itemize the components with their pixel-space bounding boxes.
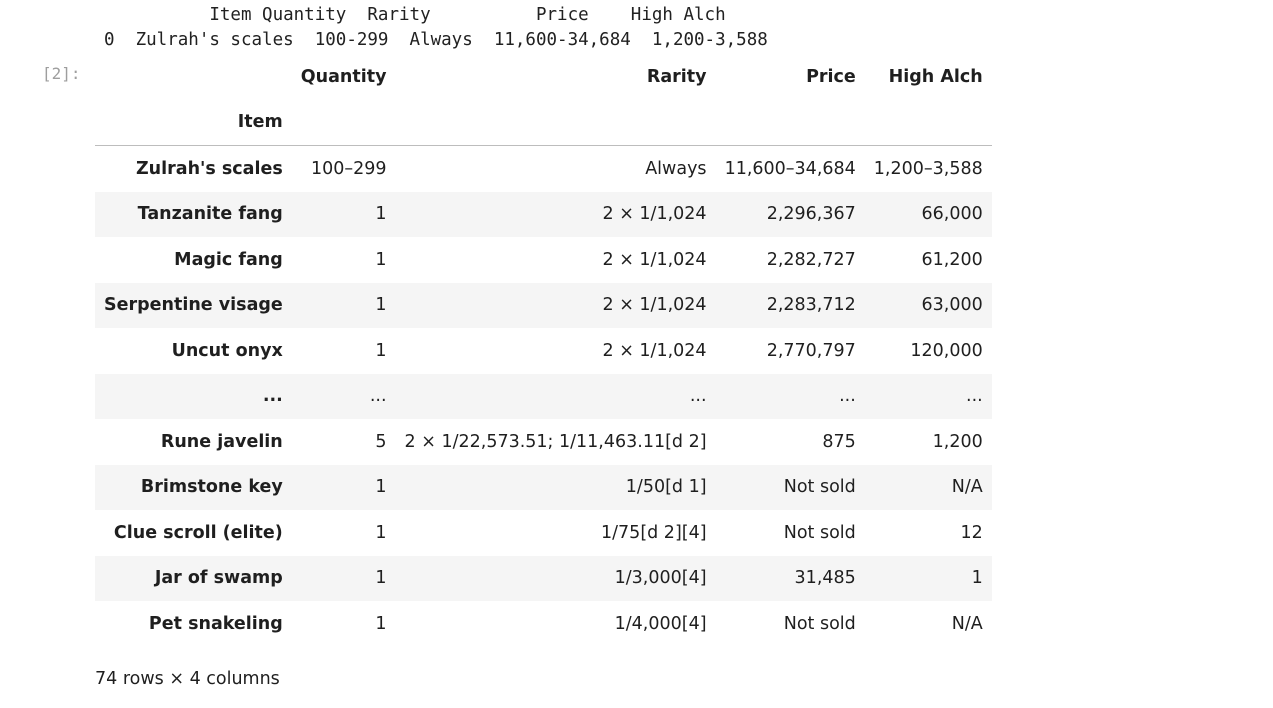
header-rarity: Rarity	[646, 66, 707, 87]
row-index-label: Magic fang	[174, 249, 283, 270]
index-name-row: Item	[95, 99, 992, 146]
stdout-header-line: Item Quantity Rarity Price High Alch	[104, 5, 726, 25]
table-row: Clue scroll (elite) 1 1/75[d 2][4] Not sold…	[95, 510, 992, 556]
cell-quantity: 1	[375, 613, 387, 634]
cell-quantity: ...	[369, 386, 387, 407]
cell-quantity: 1	[375, 249, 387, 270]
cell-high-alch: 1	[971, 568, 983, 589]
cell-price: 2,770,797	[766, 340, 856, 361]
cell-quantity: 1	[375, 568, 387, 589]
cell-price: Not sold	[783, 613, 856, 634]
column-header-row: Quantity Rarity Price High Alch	[95, 54, 992, 100]
cell-rarity: 1/75[d 2][4]	[601, 522, 707, 543]
cell-quantity: 1	[375, 522, 387, 543]
cell-price: 2,282,727	[766, 249, 856, 270]
row-index-label: Tanzanite fang	[137, 204, 283, 225]
header-high-alch: High Alch	[888, 66, 983, 87]
cell-price: Not sold	[783, 522, 856, 543]
header-index-blank	[95, 54, 292, 100]
row-index-label: Uncut onyx	[171, 340, 283, 361]
row-index-label: Jar of swamp	[154, 568, 283, 589]
cell-rarity: 2 × 1/1,024	[602, 340, 707, 361]
cell-high-alch: 66,000	[921, 204, 983, 225]
cell-price: Not sold	[783, 477, 856, 498]
cell-quantity: 1	[375, 204, 387, 225]
table-row: Magic fang 1 2 × 1/1,024 2,282,727 61,200	[95, 237, 992, 283]
row-index-label: Pet snakeling	[148, 613, 283, 634]
cell-price: 11,600–34,684	[724, 158, 856, 179]
cell-price: 2,296,367	[766, 204, 856, 225]
cell-price: ...	[839, 386, 856, 407]
row-index-label: Clue scroll (elite)	[113, 522, 283, 543]
cell-rarity: 2 × 1/1,024	[602, 249, 707, 270]
cell-rarity: ...	[689, 386, 707, 407]
cell-high-alch: 61,200	[921, 249, 983, 270]
cell-high-alch: 12	[960, 522, 983, 543]
table-row: Brimstone key 1 1/50[d 1] Not sold N/A	[95, 464, 992, 510]
cell-prompt: [2]:	[42, 64, 81, 83]
cell-high-alch: N/A	[951, 477, 983, 498]
cell-high-alch: ...	[966, 386, 983, 407]
cell-quantity: 1	[375, 340, 387, 361]
header-price: Price	[806, 66, 856, 87]
cell-high-alch: N/A	[951, 613, 983, 634]
table-row: Rune javelin 5 2 × 1/22,573.51; 1/11,463.1…	[95, 419, 992, 465]
row-count-summary: 74 rows × 4 columns	[95, 669, 280, 689]
table-row: Tanzanite fang 1 2 × 1/1,024 2,296,367 66,00…	[95, 191, 992, 237]
stdout-row-line: 0 Zulrah's scales 100-299 Always 11,600-…	[104, 30, 768, 50]
cell-rarity: 2 × 1/22,573.51; 1/11,463.11[d 2]	[404, 431, 707, 452]
table-row: ...............	[95, 373, 992, 419]
row-index-label: Brimstone key	[140, 477, 283, 498]
cell-high-alch: 1,200–3,588	[873, 158, 983, 179]
table-row: Serpentine visage 1 2 × 1/1,024 2,283,712 63…	[95, 282, 992, 328]
cell-rarity: Always	[645, 158, 707, 179]
cell-quantity: 1	[375, 295, 387, 316]
cell-rarity: 2 × 1/1,024	[602, 295, 707, 316]
cell-rarity: 2 × 1/1,024	[602, 204, 707, 225]
cell-rarity: 1/3,000[4]	[614, 568, 707, 589]
header-quantity: Quantity	[300, 66, 387, 87]
cell-rarity: 1/4,000[4]	[614, 613, 707, 634]
row-index-label: Zulrah's scales	[135, 158, 283, 179]
index-name: Item	[95, 99, 292, 146]
cell-quantity: 1	[375, 477, 387, 498]
cell-quantity: 100–299	[310, 158, 387, 179]
cell-price: 2,283,712	[766, 295, 856, 316]
table-row: Pet snakeling 1 1/4,000[4] Not sold N/A	[95, 601, 992, 647]
dataframe-table: Quantity Rarity Price High Alch Item Zul…	[95, 54, 992, 647]
table-body: Zulrah's scales 100–299 Always 11,600–34,68…	[95, 146, 992, 647]
cell-price: 31,485	[794, 568, 856, 589]
cell-price: 875	[822, 431, 856, 452]
row-index-label: Rune javelin	[160, 431, 283, 452]
cell-rarity: 1/50[d 1]	[625, 477, 707, 498]
table-row: Uncut onyx 1 2 × 1/1,024 2,770,797 120,000	[95, 328, 992, 374]
row-index-label: ...	[262, 386, 283, 407]
cell-quantity: 5	[375, 431, 387, 452]
table-row: Jar of swamp 1 1/3,000[4] 31,485 1	[95, 555, 992, 601]
row-index-label: Serpentine visage	[104, 295, 283, 316]
stdout-output: Item Quantity Rarity Price High Alch 0 Z…	[104, 3, 768, 53]
cell-high-alch: 63,000	[921, 295, 983, 316]
table-row: Zulrah's scales 100–299 Always 11,600–34,68…	[95, 146, 992, 192]
cell-high-alch: 1,200	[932, 431, 983, 452]
cell-high-alch: 120,000	[910, 340, 983, 361]
